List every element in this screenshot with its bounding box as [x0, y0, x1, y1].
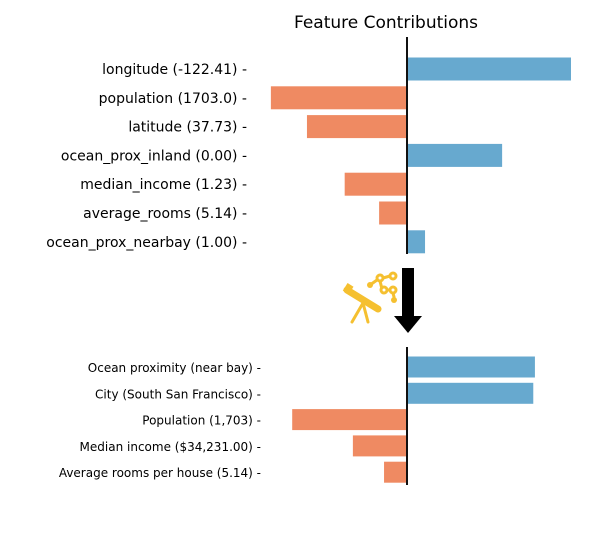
bar-5: [379, 201, 407, 225]
bar-0: [407, 356, 535, 378]
tick-label-1: population (1703.0) -: [99, 91, 247, 107]
top-chart: longitude (-122.41) - population (1703.0)…: [46, 37, 571, 254]
bar-1: [270, 86, 407, 110]
bar-3: [352, 435, 407, 457]
tick-label-3: ocean_prox_inland (0.00) -: [61, 148, 247, 164]
bar-1: [407, 382, 534, 404]
bar-0: [407, 57, 571, 81]
bar-4: [344, 172, 407, 196]
tick-label-2: latitude (37.73) -: [128, 120, 247, 136]
tick-label-6: ocean_prox_nearbay (1.00) -: [46, 235, 247, 251]
tick-label-2: Population (1,703) -: [142, 414, 261, 428]
tick-label-4: median_income (1.23) -: [80, 177, 247, 193]
bar-2: [292, 409, 407, 431]
bar-4: [384, 461, 407, 483]
telescope-network-icon: [342, 271, 398, 324]
tick-label-5: average_rooms (5.14) -: [83, 206, 247, 222]
bar-2: [306, 115, 407, 139]
tick-label-3: Median income ($34,231.00) -: [80, 440, 261, 454]
chart-title: Feature Contributions: [294, 13, 478, 33]
tick-label-4: Average rooms per house (5.14) -: [59, 466, 261, 480]
bottom-chart: Ocean proximity (near bay) - City (South …: [59, 347, 535, 485]
down-arrow-icon: [394, 268, 422, 333]
bar-3: [407, 143, 503, 167]
tick-label-0: Ocean proximity (near bay) -: [88, 361, 261, 375]
tick-label-0: longitude (-122.41) -: [102, 62, 247, 78]
bar-6: [407, 230, 426, 254]
tick-label-1: City (South San Francisco) -: [95, 387, 261, 401]
